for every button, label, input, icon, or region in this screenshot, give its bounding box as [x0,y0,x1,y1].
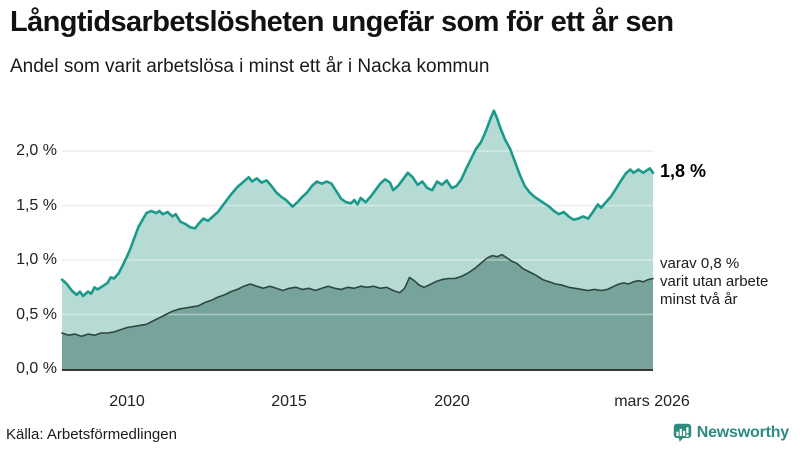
end-value-label: 1,8 % [660,161,707,181]
secondary-annotation-line: varav 0,8 % [660,255,740,272]
source-note: Källa: Arbetsförmedlingen [6,426,177,443]
newsworthy-bar-chart-icon [673,423,691,442]
secondary-annotation-line: varit utan arbete [660,273,769,290]
secondary-annotation-line: minst två år [660,291,738,308]
page-subtitle: Andel som varit arbetslösa i minst ett å… [10,56,490,77]
x-axis-tick-label: 2020 [434,393,470,410]
y-axis-tick-label: 0,5 % [16,306,57,323]
page-title: Långtidsarbetslösheten ungefär som för e… [10,6,674,38]
secondary-annotation: varav 0,8 % varit utan arbete minst två … [660,255,768,309]
x-axis-tick-label: 2015 [271,393,307,410]
y-axis-tick-label: 2,0 % [16,142,57,159]
newsworthy-logo: Newsworthy [673,423,789,442]
x-axis-tick-label: 2010 [109,393,145,410]
x-axis-tick-label: mars 2026 [614,393,690,410]
y-axis-tick-label: 0,0 % [16,360,57,377]
y-axis-tick-label: 1,0 % [16,251,57,268]
y-axis-tick-label: 1,5 % [16,197,57,214]
newsworthy-logo-text: Newsworthy [696,423,789,441]
